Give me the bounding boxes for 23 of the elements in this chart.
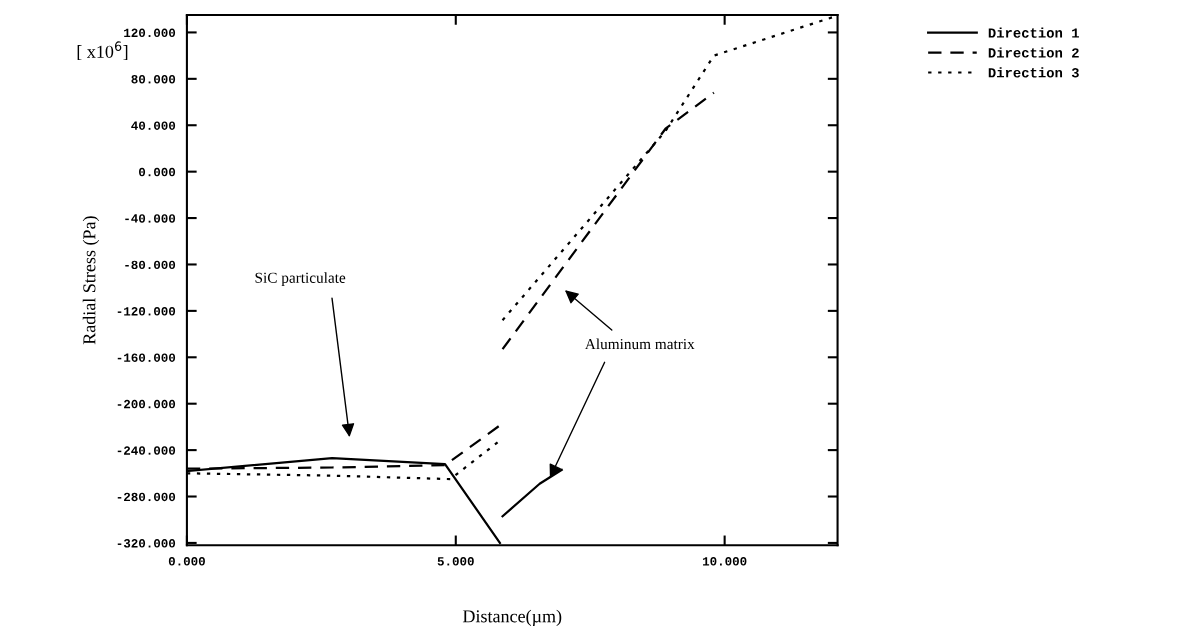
x-tick-label: 10.000: [702, 557, 747, 566]
legend-label: Direction 2: [988, 47, 1079, 58]
y-tick-label: 40.000: [131, 121, 176, 130]
y-tick-label: 0.000: [139, 167, 176, 177]
y-tick-label: -80.000: [125, 260, 176, 270]
y-tick-label: -240.000: [117, 446, 176, 455]
y-axis-title: Radial Stress (Pa): [82, 216, 100, 345]
x-tick-label: 5.000: [437, 557, 474, 566]
y-tick-label: -40.000: [125, 214, 176, 223]
y-tick-label: -200.000: [117, 399, 176, 409]
y-tick-label: 80.000: [131, 75, 176, 84]
y-tick-label: 120.000: [124, 28, 176, 38]
text: [ x10$^{6}$]: [77, 41, 128, 61]
x-axis-title: Distance(µm): [462, 609, 562, 626]
y-tick-label: -120.000: [117, 307, 176, 316]
annotation: SiC particulate: [255, 272, 346, 286]
annotation: Aluminum matrix: [584, 338, 695, 350]
y-tick-label: -320.000: [117, 539, 176, 548]
legend-label: Direction 3: [988, 67, 1079, 78]
y-tick-label: -160.000: [117, 353, 176, 362]
legend-label: Direction 1: [988, 27, 1079, 38]
x-tick-label: 0.000: [168, 557, 205, 566]
y-tick-label: -280.000: [117, 492, 176, 502]
